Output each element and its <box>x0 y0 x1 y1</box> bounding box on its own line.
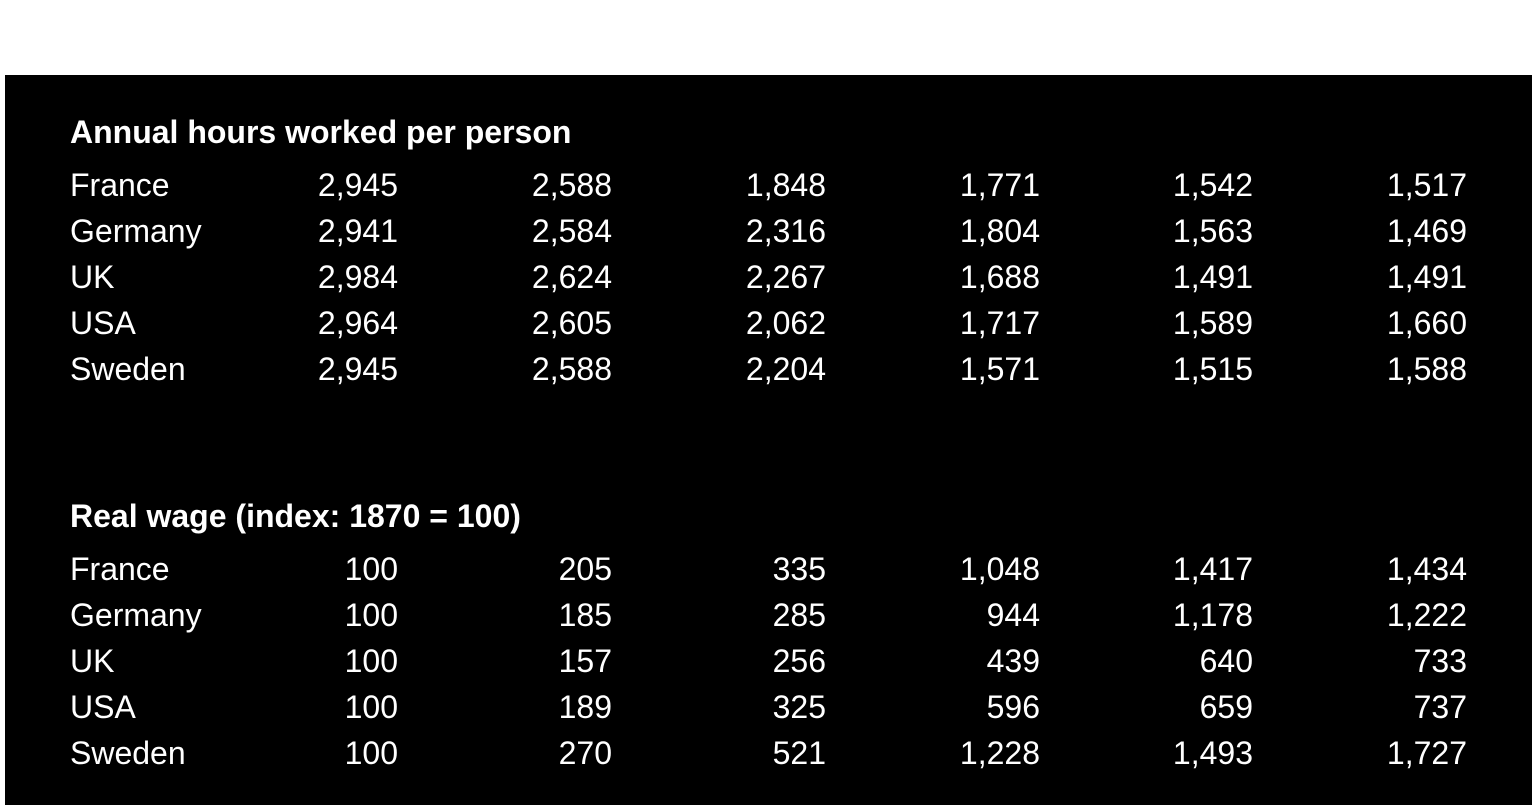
cell-value: 1,771 <box>959 167 1040 203</box>
cell-value: 1,542 <box>1172 167 1253 203</box>
cell-value: 1,589 <box>1172 305 1253 341</box>
cell-value: 1,434 <box>1386 551 1467 587</box>
cell-value: 1,417 <box>1172 551 1253 587</box>
cell-value: 1,222 <box>1386 597 1467 633</box>
row-label: France <box>70 551 170 587</box>
cell-value: 737 <box>1413 689 1467 725</box>
cell-value: 1,717 <box>959 305 1040 341</box>
cell-value: 1,563 <box>1172 213 1253 249</box>
cell-value: 2,588 <box>531 351 612 387</box>
cell-value: 439 <box>986 643 1040 679</box>
cell-value: 1,515 <box>1172 351 1253 387</box>
cell-value: 733 <box>1413 643 1467 679</box>
cell-value: 1,848 <box>745 167 826 203</box>
cell-value: 1,228 <box>959 735 1040 771</box>
cell-value: 285 <box>772 597 826 633</box>
cell-value: 270 <box>558 735 612 771</box>
cell-value: 185 <box>558 597 612 633</box>
row-label: UK <box>70 643 115 679</box>
section-title: Real wage (index: 1870 = 100) <box>70 498 521 534</box>
cell-value: 100 <box>344 643 398 679</box>
cell-value: 335 <box>772 551 826 587</box>
cell-value: 1,178 <box>1172 597 1253 633</box>
cell-value: 2,204 <box>745 351 826 387</box>
cell-value: 1,491 <box>1172 259 1253 295</box>
cell-value: 100 <box>344 735 398 771</box>
cell-value: 640 <box>1199 643 1253 679</box>
cell-value: 2,941 <box>317 213 398 249</box>
cell-value: 325 <box>772 689 826 725</box>
cell-value: 2,984 <box>317 259 398 295</box>
cell-value: 944 <box>986 597 1040 633</box>
cell-value: 1,517 <box>1386 167 1467 203</box>
cell-value: 1,469 <box>1386 213 1467 249</box>
row-label: UK <box>70 259 115 295</box>
table-panel <box>5 75 1532 805</box>
row-label: Germany <box>70 213 202 249</box>
cell-value: 100 <box>344 597 398 633</box>
cell-value: 256 <box>772 643 826 679</box>
cell-value: 1,588 <box>1386 351 1467 387</box>
cell-value: 100 <box>344 551 398 587</box>
section-title: Annual hours worked per person <box>70 114 572 150</box>
cell-value: 1,688 <box>959 259 1040 295</box>
cell-value: 1,493 <box>1172 735 1253 771</box>
cell-value: 2,267 <box>745 259 826 295</box>
cell-value: 2,588 <box>531 167 612 203</box>
cell-value: 189 <box>558 689 612 725</box>
cell-value: 157 <box>558 643 612 679</box>
cell-value: 521 <box>772 735 826 771</box>
cell-value: 1,571 <box>959 351 1040 387</box>
cell-value: 2,624 <box>531 259 612 295</box>
row-label: Germany <box>70 597 202 633</box>
cell-value: 2,584 <box>531 213 612 249</box>
cell-value: 1,048 <box>959 551 1040 587</box>
cell-value: 1,727 <box>1386 735 1467 771</box>
cell-value: 1,491 <box>1386 259 1467 295</box>
cell-value: 2,316 <box>745 213 826 249</box>
cell-value: 1,660 <box>1386 305 1467 341</box>
cell-value: 2,605 <box>531 305 612 341</box>
row-label: France <box>70 167 170 203</box>
row-label: USA <box>70 689 136 725</box>
row-label: Sweden <box>70 351 186 387</box>
cell-value: 2,964 <box>317 305 398 341</box>
cell-value: 596 <box>986 689 1040 725</box>
cell-value: 2,062 <box>745 305 826 341</box>
cell-value: 100 <box>344 689 398 725</box>
cell-value: 205 <box>558 551 612 587</box>
cell-value: 659 <box>1199 689 1253 725</box>
cell-value: 2,945 <box>317 167 398 203</box>
row-label: Sweden <box>70 735 186 771</box>
cell-value: 1,804 <box>959 213 1040 249</box>
cell-value: 2,945 <box>317 351 398 387</box>
row-label: USA <box>70 305 136 341</box>
